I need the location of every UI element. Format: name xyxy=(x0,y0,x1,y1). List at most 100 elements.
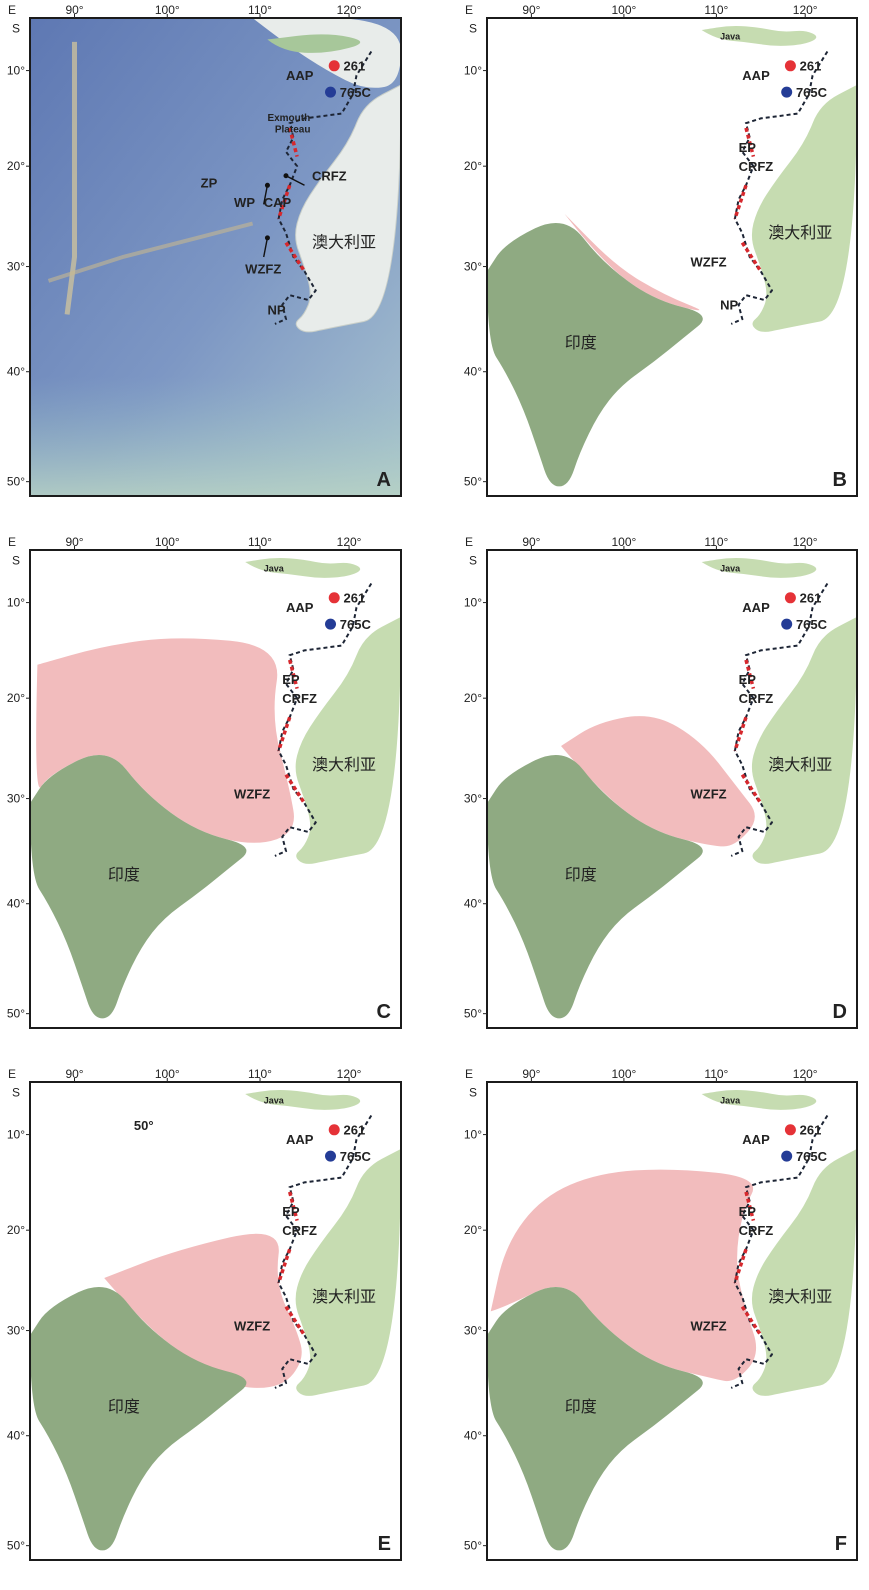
lat-tick-label: 20° xyxy=(7,691,25,705)
java-island xyxy=(245,1090,361,1110)
aap-label: AAP xyxy=(742,600,770,615)
transform-segment-2 xyxy=(733,1248,748,1284)
lat-tick-label: 50° xyxy=(7,1539,25,1553)
greater-india-extent xyxy=(490,1169,757,1382)
australia-label: 澳大利亚 xyxy=(312,1287,376,1306)
australia-label: 澳大利亚 xyxy=(312,755,376,774)
lat-tick-label: 10° xyxy=(464,64,482,78)
wzfz-label: WZFZ xyxy=(234,787,270,802)
lon-tick-label: 100° xyxy=(611,3,636,17)
site-261-label: 261 xyxy=(800,591,822,606)
india-label: 印度 xyxy=(108,1397,140,1416)
india-label: 印度 xyxy=(565,1397,597,1416)
australia-landmass xyxy=(751,1148,857,1396)
aap-label: AAP xyxy=(742,68,770,83)
aap-label: AAP xyxy=(286,600,314,615)
site-261-marker xyxy=(328,60,340,72)
corner-e-label: E xyxy=(465,535,473,549)
lat-tick-label: 20° xyxy=(464,159,482,173)
lon-tick-label: 90° xyxy=(522,1067,540,1081)
lon-tick-label: 120° xyxy=(793,3,818,17)
australia-landmass xyxy=(295,84,402,333)
transform-segment-1 xyxy=(744,1191,756,1222)
java-label: Java xyxy=(720,32,741,42)
np-label: NP xyxy=(720,298,738,313)
panel-border xyxy=(486,17,858,497)
java-label: Java xyxy=(720,564,741,574)
panel-letter-f: F xyxy=(835,1533,847,1555)
java-label: Java xyxy=(720,1096,741,1106)
site-765c-label: 765C xyxy=(340,617,372,632)
site-765c-marker xyxy=(325,618,337,630)
lat-tick-label: 40° xyxy=(464,1429,482,1443)
arrow-line xyxy=(285,175,305,186)
transform-segment-1 xyxy=(288,127,299,158)
panel-border xyxy=(486,549,858,1029)
arrow-line xyxy=(263,185,269,205)
transform-segment-3 xyxy=(284,1305,306,1337)
lat-tick-label: 20° xyxy=(464,691,482,705)
lon-tick-label: 110° xyxy=(248,535,272,549)
transform-segment-2 xyxy=(276,716,292,752)
transform-segment-2 xyxy=(733,716,748,752)
ninetyeast-ridge xyxy=(64,41,77,315)
lon-tick-label: 100° xyxy=(155,535,180,549)
arrow-head xyxy=(283,173,289,179)
lat-tick-label: 20° xyxy=(7,159,25,173)
ep-label: EP xyxy=(739,672,757,687)
wzfz-label: WZFZ xyxy=(245,262,281,277)
np-label: NP xyxy=(267,302,285,317)
aap-label: AAP xyxy=(742,1132,770,1147)
lat-tick-label: 10° xyxy=(464,1128,482,1142)
lat-tick-label: 30° xyxy=(464,260,482,274)
transform-segment-1 xyxy=(288,1191,299,1222)
transform-segment-3 xyxy=(740,1305,763,1337)
site-261-label: 261 xyxy=(800,1123,822,1138)
transform-segment-3 xyxy=(284,241,306,273)
panel-letter-d: D xyxy=(833,1001,847,1023)
lat-tick-label: 40° xyxy=(464,365,482,379)
panel-border xyxy=(29,1081,402,1561)
southern-shelf xyxy=(30,376,401,496)
lat-tick-label: 50° xyxy=(7,1007,25,1021)
lat-tick-label: 50° xyxy=(7,475,25,489)
indonesia-landmass xyxy=(252,18,401,88)
lat-tick-label: 10° xyxy=(7,1128,25,1142)
lat-tick-label: 30° xyxy=(7,1324,25,1338)
site-261-marker xyxy=(784,60,796,72)
lon-tick-label: 100° xyxy=(611,535,636,549)
site-261-label: 261 xyxy=(343,591,365,606)
crfz-label: CRFZ xyxy=(282,691,317,706)
australia-landmass xyxy=(295,616,401,864)
lon-tick-label: 120° xyxy=(793,535,818,549)
lat-tick-label: 30° xyxy=(464,792,482,806)
india-label: 印度 xyxy=(565,333,597,352)
lat-tick-label: 30° xyxy=(7,260,25,274)
ep-label: EP xyxy=(739,1204,757,1219)
lat-tick-label: 50° xyxy=(464,475,482,489)
site-261-marker xyxy=(784,592,796,604)
greater-india-extent xyxy=(561,716,755,847)
lat-tick-label: 40° xyxy=(464,897,482,911)
transform-segment-2 xyxy=(733,184,748,220)
lat-tick-label: 30° xyxy=(464,1324,482,1338)
java-island xyxy=(267,34,361,53)
lat-s-label: S xyxy=(469,553,477,567)
lon-tick-label: 110° xyxy=(248,3,272,17)
transform-segment-3 xyxy=(740,241,763,273)
site-765c-marker xyxy=(325,1150,337,1162)
lat-tick-label: 50° xyxy=(464,1539,482,1553)
site-765c-label: 765C xyxy=(340,1149,372,1164)
lon-tick-label: 90° xyxy=(65,1067,83,1081)
lon-tick-label: 90° xyxy=(65,3,83,17)
lon-tick-label: 100° xyxy=(611,1067,636,1081)
panel-letter-c: C xyxy=(377,1001,391,1023)
panel-letter-e: E xyxy=(378,1533,391,1555)
lat-tick-label: 40° xyxy=(7,1429,25,1443)
wzfz-label: WZFZ xyxy=(234,1319,270,1334)
transform-segment-1 xyxy=(288,659,299,690)
